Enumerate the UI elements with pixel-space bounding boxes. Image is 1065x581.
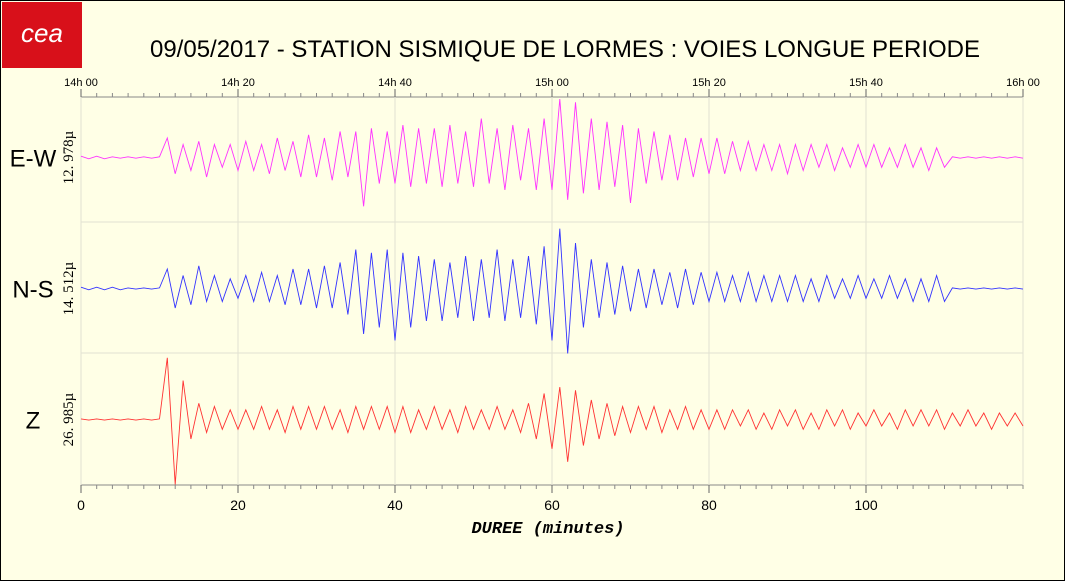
trace bbox=[80, 228, 1024, 354]
logo bbox=[2, 2, 82, 68]
trace bbox=[80, 98, 1024, 207]
scale-label: 14. 512µ bbox=[61, 261, 77, 315]
channel-label: Z bbox=[26, 408, 41, 435]
scale-label: 26. 985µ bbox=[61, 392, 77, 446]
channel-label: N-S bbox=[12, 277, 53, 304]
x2-tick-label: 14h 20 bbox=[221, 77, 255, 89]
x2-tick-label: 15h 20 bbox=[692, 77, 726, 89]
x2-tick-label: 14h 00 bbox=[64, 77, 98, 89]
channel-label: E-W bbox=[10, 146, 57, 173]
x-tick-label: 80 bbox=[701, 497, 717, 513]
x-tick-label: 0 bbox=[77, 497, 85, 513]
x2-tick-label: 15h 00 bbox=[535, 77, 569, 89]
x2-tick-label: 16h 00 bbox=[1006, 77, 1040, 89]
x-tick-label: 40 bbox=[387, 497, 403, 513]
chart-title: 09/05/2017 - STATION SISMIQUE DE LORMES … bbox=[150, 36, 980, 63]
x-tick-label: 100 bbox=[854, 497, 878, 513]
x-axis-label: DUREE (minutes) bbox=[471, 520, 624, 539]
logo-text: cea bbox=[21, 18, 63, 48]
trace bbox=[80, 357, 1024, 485]
x-tick-label: 20 bbox=[230, 497, 246, 513]
x-tick-label: 60 bbox=[544, 497, 560, 513]
x2-tick-label: 14h 40 bbox=[378, 77, 412, 89]
x2-tick-label: 15h 40 bbox=[849, 77, 883, 89]
scale-label: 12. 978µ bbox=[61, 130, 77, 184]
